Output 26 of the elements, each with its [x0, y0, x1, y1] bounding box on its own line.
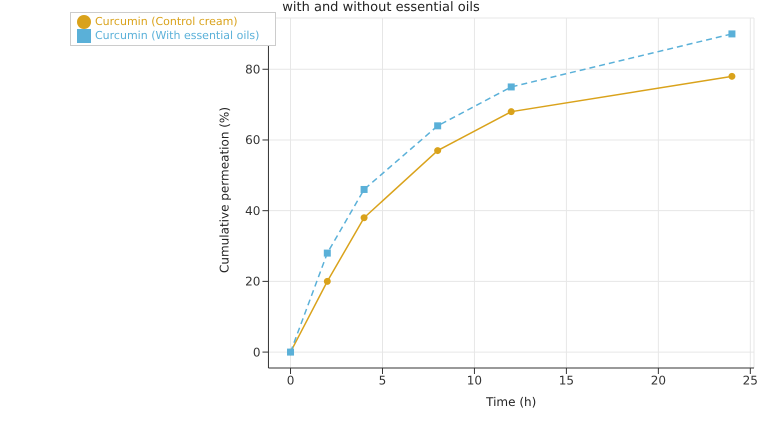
point [434, 122, 442, 130]
x-axis-title: Time (h) [485, 395, 536, 409]
x-tick-label: 0 [286, 374, 294, 388]
y-tick-label: 0 [252, 345, 260, 360]
point [360, 214, 368, 222]
point [324, 250, 331, 257]
point [360, 186, 368, 193]
y-axis-title: Cumulative permeation (%) [218, 106, 232, 273]
point [728, 72, 736, 80]
point [508, 108, 515, 116]
x-tick-label: 5 [378, 374, 386, 388]
y-tick-label: 20 [245, 274, 260, 289]
legend-label: Curcumin (With essential oils) [95, 29, 260, 42]
point [434, 147, 442, 154]
point [324, 278, 331, 285]
x-tick-label: 10 [466, 374, 482, 388]
x-tick-label: 25 [742, 374, 758, 388]
legend-label: Curcumin (Control cream) [95, 15, 238, 28]
x-tick-label: 15 [558, 374, 574, 388]
y-tick-label: 80 [245, 62, 260, 77]
point [508, 83, 515, 90]
chart-title: with and without essential oils [281, 0, 481, 15]
y-tick-label: 40 [245, 204, 260, 218]
y-tick-label: 60 [245, 133, 260, 148]
x-tick-label: 20 [650, 374, 666, 388]
point [728, 30, 736, 38]
